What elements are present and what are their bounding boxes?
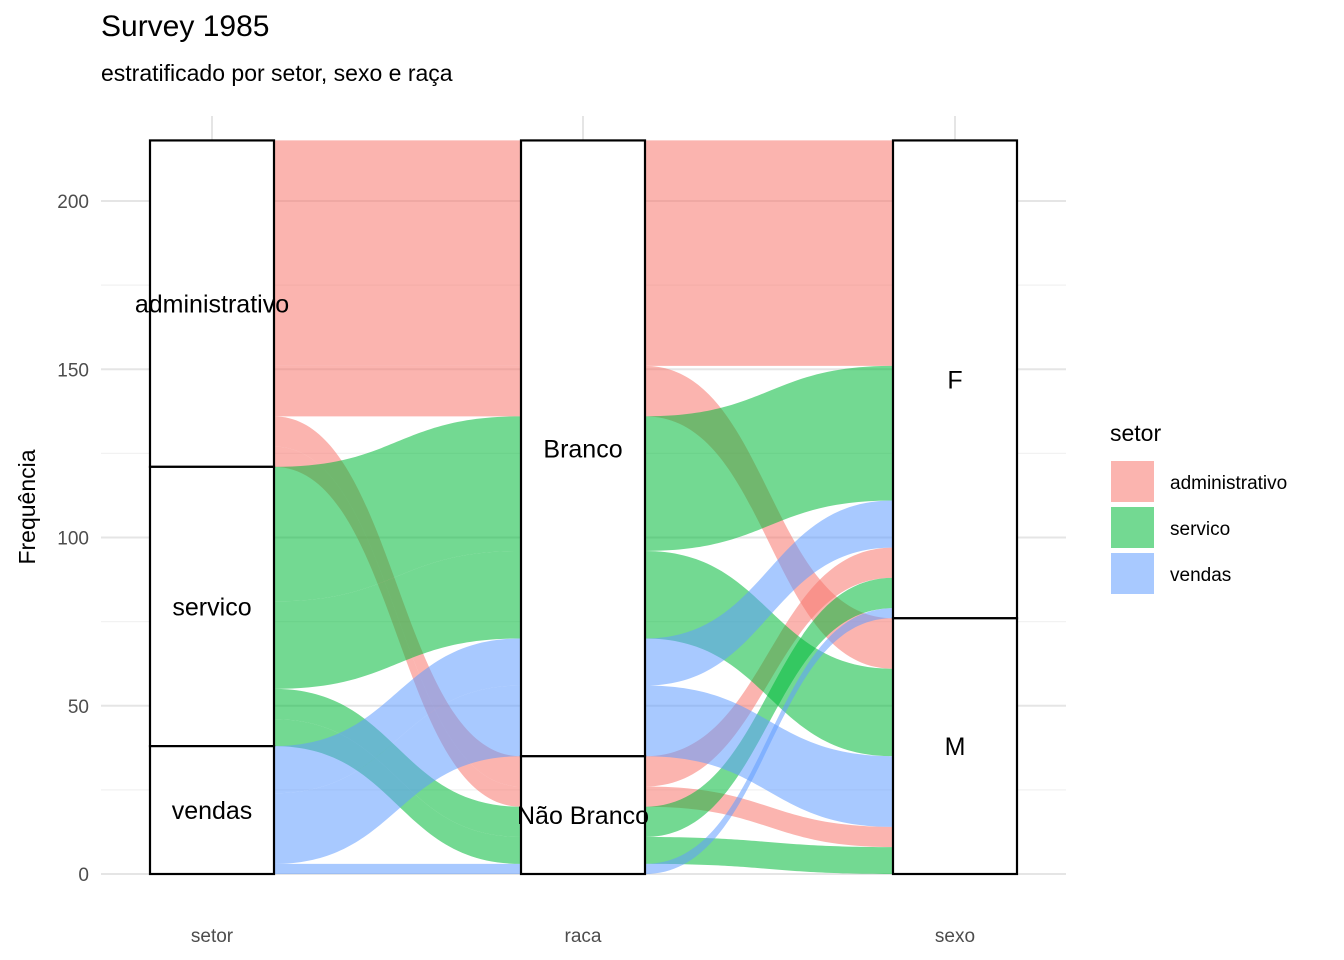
legend-title: setor (1110, 420, 1161, 446)
flow-ribbon (645, 550, 893, 757)
legend: setor administrativo servico vendas (1110, 420, 1287, 594)
legend-swatch (1111, 507, 1154, 548)
stratum-label: servico (172, 593, 251, 621)
flow-ribbon (274, 685, 521, 864)
y-axis-title: Frequência (14, 449, 40, 564)
stratum-label: vendas (172, 797, 253, 825)
flow-ribbon (645, 685, 893, 827)
legend-label: vendas (1170, 565, 1231, 586)
stratum-box (891, 617, 1019, 876)
x-tick-label: raca (565, 926, 602, 947)
y-tick-label: 0 (78, 865, 89, 886)
chart-title: Survey 1985 (101, 10, 270, 43)
flow-ribbon (274, 140, 521, 366)
stratum-box (891, 139, 1019, 620)
x-tick-label: setor (191, 926, 234, 947)
y-tick-label: 100 (57, 529, 89, 550)
legend-label: administrativo (1170, 473, 1287, 494)
axes: 0 50 100 150 200 setor raca sexo (57, 192, 975, 947)
flow-ribbon (274, 416, 521, 602)
flow-ribbon (645, 500, 893, 686)
stratum-box (519, 139, 647, 758)
stratum-label: M (945, 733, 966, 761)
flow-ribbon (274, 550, 521, 689)
legend-label: servico (1170, 519, 1230, 540)
strata: administrativo servico vendas Branco Não Bra… (135, 139, 1019, 876)
stratum-box (148, 465, 276, 748)
y-tick-label: 150 (57, 360, 89, 381)
stratum-box (148, 745, 276, 876)
flow-ribbon (274, 638, 521, 794)
y-tick-label: 200 (57, 192, 89, 213)
x-tick-label: sexo (935, 926, 975, 947)
stratum-label: Não Branco (517, 802, 649, 830)
chart-subtitle: estratificado por setor, sexo e raça (101, 60, 453, 86)
legend-swatch (1111, 461, 1154, 502)
flow-ribbon (274, 863, 521, 874)
flow-ribbon (645, 608, 893, 874)
stratum-label: Branco (543, 435, 622, 463)
stratum-label: administrativo (135, 291, 289, 319)
flow-ribbon (645, 140, 893, 366)
flow-ribbon (645, 365, 893, 551)
stratum-box (519, 755, 647, 876)
stratum-label: F (947, 366, 962, 394)
flow-ribbon (645, 577, 893, 837)
flow-ribbon (274, 365, 521, 417)
stratum-box (148, 139, 276, 468)
legend-swatch (1111, 553, 1154, 594)
flows (274, 140, 893, 874)
y-tick-label: 50 (68, 697, 89, 718)
